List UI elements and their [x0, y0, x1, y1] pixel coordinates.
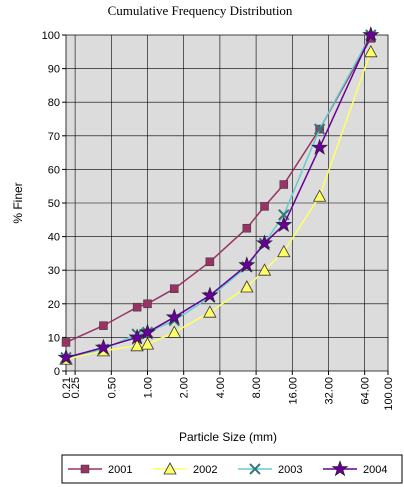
legend-marker: [331, 460, 349, 477]
data-point: [203, 305, 217, 318]
x-tick-label: 32.00: [323, 377, 335, 405]
data-point: [238, 256, 256, 273]
x-tick-label: 16.00: [287, 377, 299, 405]
data-point: [275, 215, 293, 233]
legend-marker: [80, 464, 90, 474]
data-point: [170, 284, 179, 293]
x-tick-label: 4.00: [215, 377, 227, 398]
y-tick-label: 50: [48, 198, 60, 210]
y-tick-label: 20: [48, 299, 60, 311]
data-point: [362, 26, 380, 43]
y-tick-label: 80: [48, 97, 60, 109]
y-tick-label: 70: [48, 131, 60, 143]
legend-marker: [249, 463, 261, 475]
data-point: [260, 202, 269, 211]
data-point: [128, 328, 146, 345]
data-point: [277, 244, 291, 258]
x-tick-label: 100.00: [383, 377, 395, 411]
y-tick-label: 0: [54, 366, 60, 378]
data-point: [364, 44, 378, 58]
data-point: [279, 180, 289, 189]
x-axis-label: Particle Size (mm): [179, 430, 277, 444]
data-point: [143, 299, 152, 309]
y-axis-label: % Finer: [11, 182, 25, 223]
data-point: [257, 263, 272, 276]
data-point: [240, 280, 254, 293]
legend-label: 2001: [108, 464, 132, 476]
x-tick-label: 0.50: [106, 377, 118, 398]
data-point: [205, 257, 215, 267]
y-tick-label: 30: [48, 265, 60, 277]
x-tick-label: 0.21: [61, 377, 73, 398]
legend-label: 2002: [193, 464, 217, 476]
chart-title: Cumulative Frequency Distribution: [108, 3, 293, 18]
data-point: [165, 308, 183, 325]
data-point: [313, 123, 326, 135]
data-point: [167, 325, 181, 338]
data-point: [140, 337, 155, 350]
x-tick-label: 0.25: [70, 377, 82, 398]
data-point: [57, 348, 75, 365]
x-tick-label: 8.00: [251, 377, 263, 398]
legend-label: 2004: [363, 464, 387, 476]
x-tick-label: 64.00: [360, 377, 372, 405]
x-tick-label: 1.00: [143, 377, 155, 398]
data-point: [99, 321, 108, 330]
data-point: [242, 223, 252, 233]
data-point: [311, 138, 329, 155]
data-point: [201, 286, 219, 303]
legend-label: 2003: [278, 464, 302, 476]
y-tick-label: 90: [48, 64, 60, 76]
data-point: [256, 234, 273, 251]
data-point: [94, 338, 112, 355]
data-point: [312, 189, 327, 202]
y-tick-label: 60: [48, 164, 60, 176]
x-tick-label: 2.00: [179, 377, 191, 398]
y-tick-label: 100: [42, 30, 60, 42]
legend-marker: [163, 462, 177, 475]
y-tick-label: 40: [48, 232, 60, 244]
data-point: [61, 338, 71, 347]
data-point: [132, 302, 142, 312]
data-point: [130, 338, 144, 352]
data-point: [139, 323, 156, 340]
y-tick-label: 10: [48, 332, 60, 344]
